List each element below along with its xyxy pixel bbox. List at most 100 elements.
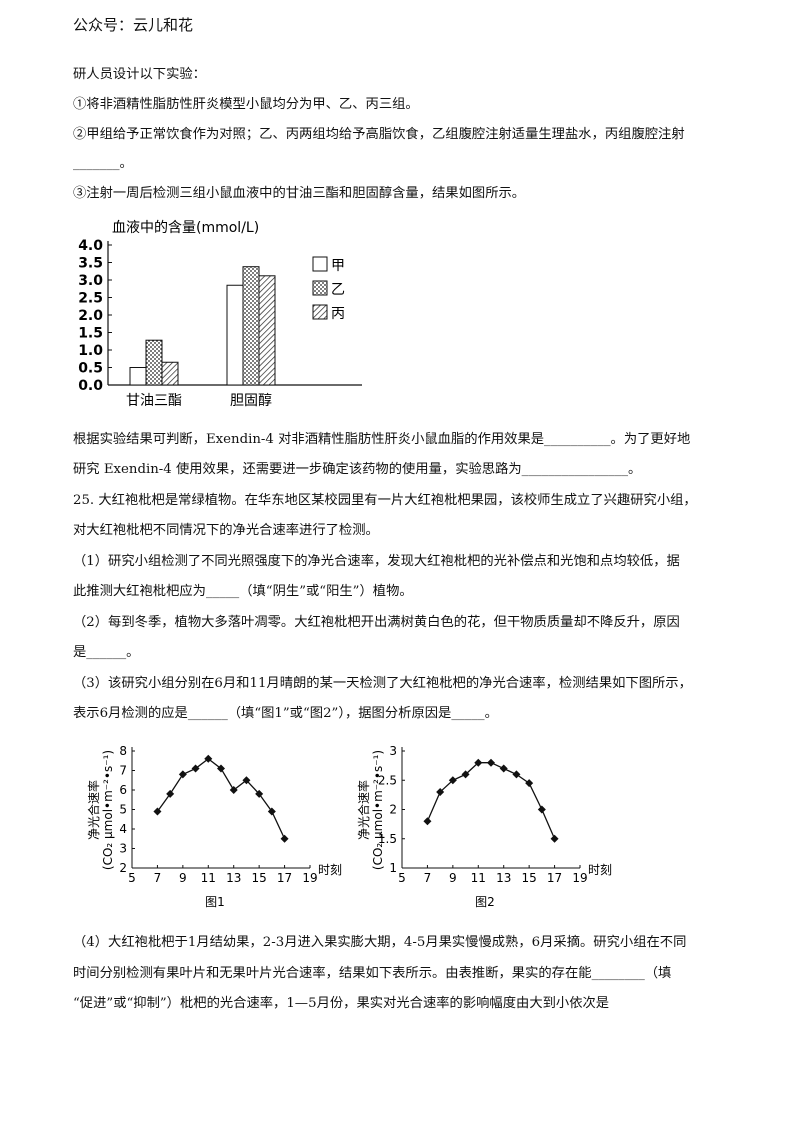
y-tick-label: 8 — [119, 744, 127, 758]
text-line: 根据实验结果可判断，Exendin-4 对非酒精性脂肪性肝炎小鼠血脂的作用效果是… — [73, 432, 691, 447]
bar-乙 — [242, 266, 260, 386]
x-tick-label: 11 — [471, 871, 486, 885]
data-point — [436, 787, 445, 796]
series-line — [426, 762, 556, 840]
data-point — [525, 779, 534, 788]
bar-甲 — [226, 284, 244, 386]
category-label: 甘油三酯 — [126, 393, 182, 409]
data-point — [423, 817, 432, 826]
legend-swatch — [312, 256, 328, 272]
y-tick-label: 1.0 — [78, 343, 103, 359]
text-line: ②甲组给予正常饮食作为对照；乙、丙两组均给予高脂饮食，乙组腹腔注射适量生理盐水，… — [73, 127, 685, 142]
y-axis-label-group: 净光合速率 (CO₂ μmol•m⁻²•s⁻¹) — [86, 750, 115, 870]
data-point — [166, 789, 175, 798]
x-tick-label: 17 — [547, 871, 562, 885]
category-label: 胆固醇 — [230, 392, 272, 409]
text-line: 研人员设计以下实验： — [73, 67, 206, 82]
x-tick-label: 7 — [154, 871, 162, 885]
data-point — [512, 770, 521, 779]
y-tick-label: 6 — [119, 783, 127, 797]
text-line: 对大红袍枇杷不同情况下的净光合速率进行了检测。 — [73, 523, 379, 538]
data-point — [499, 764, 508, 773]
y-tick-label: 2.5 — [78, 291, 103, 307]
legend-label: 甲 — [331, 258, 345, 274]
text-line: （4）大红袍枇杷于1月结幼果，2-3月进入果实膨大期，4-5月果实慢慢成熟，6月… — [73, 935, 687, 950]
text-line: “促进”或“抑制”）枇杷的光合速率，1—5月份，果实对光合速率的影响幅度由大到小… — [73, 996, 610, 1011]
bar-丙 — [161, 361, 179, 386]
x-tick-label: 19 — [302, 871, 317, 885]
text-line: （3）该研究小组分别在6月和11月晴朗的某一天检测了大红袍枇杷的净光合速率，检测… — [73, 676, 692, 691]
y-tick-label: 2 — [389, 803, 397, 817]
x-tick-label: 5 — [128, 871, 136, 885]
x-axis-label: 时刻 — [318, 863, 342, 877]
header-label: 公众号：云儿和花 — [73, 16, 194, 34]
y-tick-label: 1.5 — [378, 832, 397, 846]
text-line: ①将非酒精性脂肪性肝炎模型小鼠均分为甲、乙、丙三组。 — [73, 97, 419, 112]
legend-swatch — [312, 304, 328, 320]
line-chart-figure-1: 5 7 9 11 13 15 17 19 2 3 4 5 6 7 8 时刻 净光合速率 (CO₂ μmol•m⁻²… — [86, 744, 342, 909]
bar-甲 — [129, 367, 147, 386]
data-point — [448, 776, 457, 785]
y-tick-label: 0.0 — [78, 378, 103, 394]
x-tick-label: 9 — [449, 871, 457, 885]
x-tick-label: 13 — [226, 871, 241, 885]
data-point — [204, 754, 213, 763]
data-point — [242, 776, 251, 785]
data-point — [153, 807, 162, 816]
data-point — [255, 789, 264, 798]
legend-label: 乙 — [331, 282, 345, 298]
y-tick-label: 4.0 — [78, 238, 103, 254]
data-point — [217, 764, 225, 773]
x-tick-label: 9 — [179, 871, 187, 885]
data-point — [537, 805, 546, 814]
text-line: 研究 Exendin-4 使用效果，还需要进一步确定该药物的使用量，实验思路为_… — [73, 462, 642, 477]
bar-丙 — [258, 275, 276, 386]
y-axis-label-group: 净光合速率 (CO₂ μmol•m⁻²•s⁻¹) — [356, 750, 385, 870]
figure-caption: 图2 — [475, 895, 495, 909]
text-line: （2）每到冬季，植物大多落叶凋零。大红袍枇杷开出满树黄白色的花，但干物质质量却不… — [73, 615, 680, 630]
x-tick-label: 19 — [572, 871, 587, 885]
x-tick-label: 15 — [252, 871, 267, 885]
x-tick-label: 11 — [201, 871, 216, 885]
y-axis-label: 净光合速率 — [356, 780, 371, 840]
data-point — [487, 758, 495, 767]
text-line: _______。 — [73, 156, 133, 171]
data-point — [178, 770, 187, 779]
data-point — [280, 834, 289, 843]
y-tick-label: 3.0 — [78, 273, 103, 289]
y-tick-label: 3 — [119, 842, 127, 856]
y-tick-label: 1.5 — [78, 326, 103, 342]
text-line: 此推测大红袍枇杷应为_____（填“阴生”或“阳生”）植物。 — [73, 584, 413, 599]
x-axis-label: 时刻 — [588, 863, 612, 877]
data-point — [267, 807, 276, 816]
x-tick-label: 17 — [277, 871, 292, 885]
y-tick-label: 3 — [389, 744, 397, 758]
y-tick-label: 5 — [119, 803, 127, 817]
y-tick-label: 1 — [389, 861, 397, 875]
data-point — [474, 758, 483, 767]
y-tick-label: 2.0 — [78, 308, 103, 324]
x-tick-label: 7 — [424, 871, 432, 885]
bar-chart-blood-lipids: 血液中的含量(mmol/L) 0.00.5 1.01.5 2.02.5 3.03.5 4… — [78, 220, 362, 409]
text-line: 是______。 — [73, 645, 140, 660]
data-point — [461, 770, 470, 779]
data-point — [229, 786, 238, 794]
figure-caption: 图1 — [205, 895, 225, 909]
text-line: ③注射一周后检测三组小鼠血液中的甘油三酯和胆固醇含量，结果如图所示。 — [73, 186, 526, 201]
y-axis-unit: (CO₂ μmol•m⁻²•s⁻¹) — [371, 750, 385, 870]
x-tick-label: 5 — [398, 871, 406, 885]
legend-swatch — [312, 280, 328, 296]
y-tick-label: 3.5 — [78, 256, 103, 272]
data-point — [191, 764, 200, 773]
text-line: 25. 大红袍枇杷是常绿植物。在华东地区某校园里有一片大红袍枇杷果园，该校师生成… — [73, 493, 697, 508]
text-line: （1）研究小组检测了不同光照强度下的净光合速率，发现大红袍枇杷的光补偿点和光饱和… — [73, 554, 680, 569]
y-tick-label: 7 — [119, 764, 127, 778]
text-line: 时间分别检测有果叶片和无果叶片光合速率，结果如下表所示。由表推断，果实的存在能_… — [73, 966, 672, 981]
x-tick-label: 15 — [522, 871, 537, 885]
bar-乙 — [145, 339, 163, 386]
y-tick-label: 4 — [119, 822, 127, 836]
chart-ylabel: 血液中的含量(mmol/L) — [112, 220, 259, 236]
y-tick-label: 0.5 — [78, 361, 103, 377]
y-tick-label: 2.5 — [378, 773, 397, 787]
